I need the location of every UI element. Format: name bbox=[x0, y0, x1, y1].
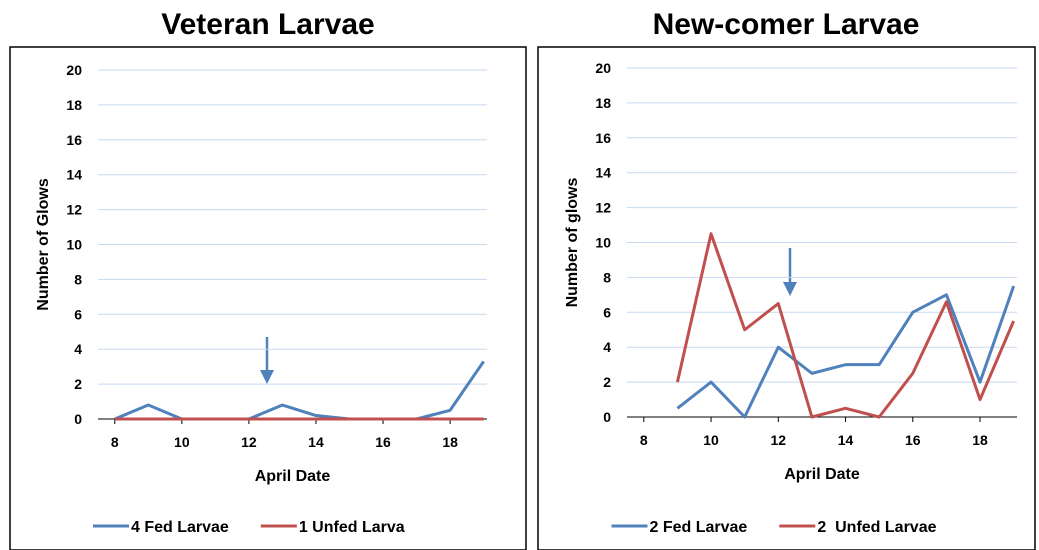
series-line bbox=[114, 360, 485, 421]
x-axis-label: April Date bbox=[784, 466, 860, 483]
y-tick-label: 20 bbox=[595, 60, 611, 76]
y-tick-label: 16 bbox=[595, 130, 611, 146]
y-tick-label: 10 bbox=[66, 237, 82, 253]
x-tick-label: 16 bbox=[375, 434, 391, 450]
y-tick-label: 18 bbox=[595, 95, 611, 111]
y-tick-label: 0 bbox=[603, 409, 611, 425]
y-axis-label: Number of Glows bbox=[35, 178, 52, 311]
x-tick-label: 8 bbox=[640, 432, 648, 448]
y-tick-label: 2 bbox=[603, 374, 611, 390]
chart-title: Veteran Larvae bbox=[161, 8, 374, 41]
x-tick-label: 14 bbox=[308, 434, 324, 450]
x-tick-label: 8 bbox=[111, 434, 119, 450]
x-axis-label: April Date bbox=[255, 468, 331, 485]
y-tick-label: 14 bbox=[66, 167, 82, 183]
y-tick-label: 2 bbox=[74, 376, 82, 392]
y-tick-label: 8 bbox=[74, 271, 82, 287]
y-tick-label: 4 bbox=[603, 339, 611, 355]
arrow bbox=[783, 248, 797, 296]
y-tick-label: 6 bbox=[603, 304, 611, 320]
chart-frame bbox=[9, 46, 527, 550]
x-tick-label: 10 bbox=[174, 434, 190, 450]
legend-label: 2 Fed Larvae bbox=[650, 519, 748, 536]
chart-frame bbox=[537, 46, 1036, 550]
y-tick-label: 8 bbox=[603, 269, 611, 285]
legend-label: 2 Unfed Larvae bbox=[817, 519, 936, 536]
legend-label: 1 Unfed Larva bbox=[299, 519, 405, 536]
y-axis-label: Number of glows bbox=[564, 178, 581, 308]
series-line bbox=[676, 285, 1016, 419]
x-tick-label: 16 bbox=[905, 432, 921, 448]
y-tick-label: 10 bbox=[595, 235, 611, 251]
y-tick-label: 20 bbox=[66, 62, 82, 78]
y-tick-label: 18 bbox=[66, 97, 82, 113]
chart-title: New-comer Larvae bbox=[653, 8, 920, 41]
y-tick-label: 0 bbox=[74, 411, 82, 427]
x-tick-label: 12 bbox=[771, 432, 787, 448]
x-tick-label: 12 bbox=[241, 434, 257, 450]
y-tick-label: 4 bbox=[74, 341, 82, 357]
y-tick-label: 16 bbox=[66, 132, 82, 148]
y-tick-label: 14 bbox=[595, 165, 611, 181]
y-tick-label: 6 bbox=[74, 306, 82, 322]
x-tick-label: 18 bbox=[972, 432, 988, 448]
arrow bbox=[260, 337, 274, 384]
legend-label: 4 Fed Larvae bbox=[131, 519, 229, 536]
y-tick-label: 12 bbox=[66, 202, 82, 218]
y-tick-label: 12 bbox=[595, 200, 611, 216]
x-tick-label: 14 bbox=[838, 432, 854, 448]
x-tick-label: 18 bbox=[442, 434, 458, 450]
x-tick-label: 10 bbox=[703, 432, 719, 448]
series-line bbox=[675, 232, 1016, 419]
